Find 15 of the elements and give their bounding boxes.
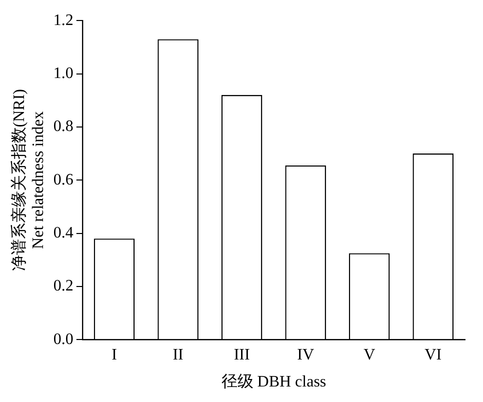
x-tick-label: III: [234, 346, 250, 364]
y-tick-label: 0.0: [53, 330, 74, 348]
y-tick-label: 1.2: [53, 12, 74, 29]
y-tick-label: 1.0: [53, 64, 74, 82]
x-tick-label: VI: [424, 346, 442, 364]
x-tick-label: II: [172, 346, 184, 364]
x-tick-label: IV: [297, 346, 314, 364]
x-tick-label: I: [112, 346, 117, 364]
x-tick-label: V: [364, 346, 376, 364]
x-axis-title: 径级 DBH class: [221, 374, 326, 391]
y-tick-label: 0.4: [53, 224, 74, 242]
y-tick-label: 0.6: [53, 171, 74, 188]
y-tick-label: 0.2: [53, 278, 74, 295]
y-axis-title: 净谱系亲缘关系指数(NRI) Net relatedness index: [10, 88, 48, 272]
y-tick-label: 0.8: [53, 118, 74, 136]
